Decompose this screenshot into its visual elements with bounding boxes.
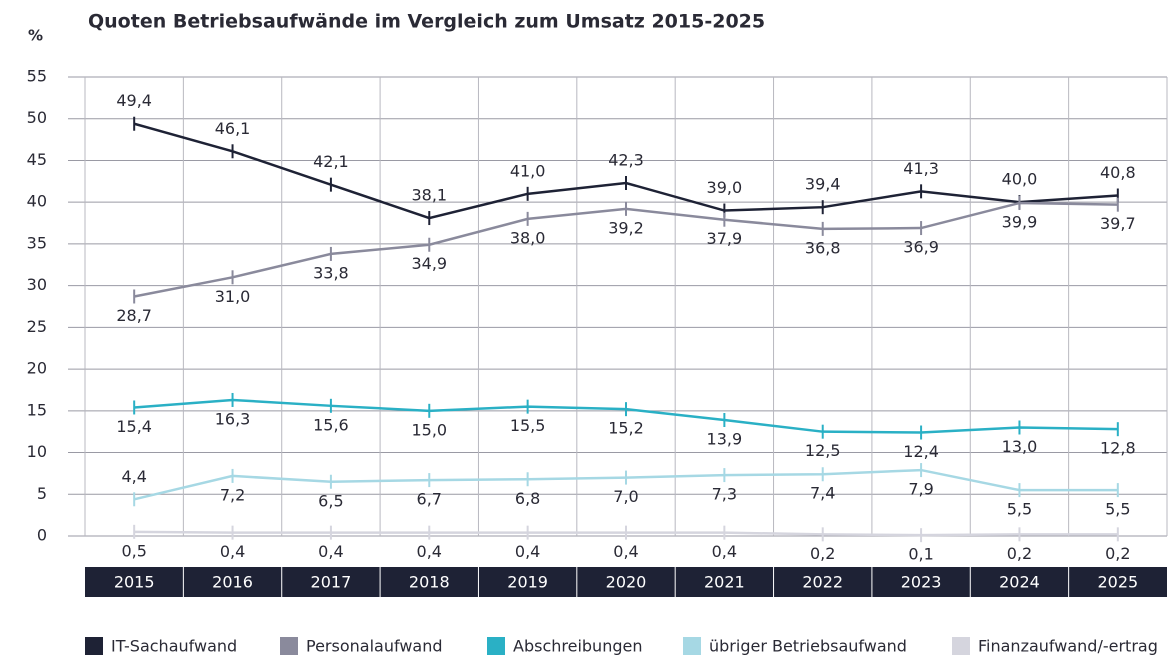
legend-swatch [280,637,298,655]
data-label: 39,4 [805,175,841,194]
data-label: 12,4 [903,442,939,461]
data-label: 0,4 [417,542,442,561]
x-tick-label: 2018 [409,573,450,592]
data-label: 7,4 [810,484,835,503]
legend-swatch [85,637,103,655]
data-label: 31,0 [215,287,251,306]
y-tick-label: 20 [27,359,47,378]
x-tick-label: 2016 [212,573,253,592]
data-label: 7,3 [712,485,737,504]
legend-label: IT-Sachaufwand [111,637,237,655]
x-tick-label: 2017 [311,573,352,592]
data-label: 0,2 [1007,544,1032,563]
data-label: 38,0 [510,228,546,247]
data-label: 6,8 [515,489,540,508]
data-label: 16,3 [215,409,251,428]
data-label: 0,4 [220,542,245,561]
x-tick-label: 2015 [114,573,155,592]
y-tick-label: 30 [27,275,47,294]
x-tick-label: 2024 [999,573,1040,592]
data-label: 41,3 [903,159,939,178]
data-label: 33,8 [313,263,349,282]
legend-swatch [487,637,505,655]
y-tick-label: 35 [27,233,47,252]
data-label: 0,4 [613,542,638,561]
y-tick-label: 5 [37,484,47,503]
x-tick-label: 2023 [901,573,942,592]
x-tick-label: 2020 [606,573,647,592]
legend-swatch [952,637,970,655]
data-label: 7,0 [613,487,638,506]
data-label: 40,8 [1100,163,1136,182]
x-tick-label: 2021 [704,573,745,592]
data-label: 6,7 [417,490,442,509]
y-tick-label: 40 [27,192,47,211]
data-label: 39,7 [1100,214,1136,233]
data-label: 5,5 [1105,500,1130,519]
data-label: 15,2 [608,419,644,438]
data-label: 42,1 [313,152,349,171]
data-label: 38,1 [411,186,447,205]
data-label: 0,1 [908,545,933,564]
year-band [85,567,1167,597]
data-label: 15,0 [411,420,447,439]
data-label: 12,5 [805,441,841,460]
data-label: 41,0 [510,161,546,180]
data-label: 15,5 [510,416,546,435]
data-label: 49,4 [116,91,152,110]
legend-label: Abschreibungen [513,637,642,655]
data-label: 0,4 [318,542,343,561]
data-label: 42,3 [608,150,644,169]
x-tick-label: 2025 [1097,573,1138,592]
data-label: 36,8 [805,238,841,257]
data-label: 4,4 [121,467,146,486]
y-tick-label: 15 [27,400,47,419]
data-label: 39,0 [707,178,743,197]
legend-swatch [683,637,701,655]
y-tick-label: 0 [37,526,47,545]
x-tick-label: 2019 [507,573,548,592]
data-label: 7,2 [220,485,245,504]
legend-label: Personalaufwand [306,637,443,655]
data-label: 5,5 [1007,500,1032,519]
y-tick-label: 50 [27,108,47,127]
x-tick-label: 2022 [802,573,843,592]
data-label: 36,9 [903,238,939,257]
legend-label: Finanzaufwand/-ertrag [978,637,1158,655]
legend-label: übriger Betriebsaufwand [709,637,907,655]
data-label: 6,5 [318,491,343,510]
data-label: 40,0 [1002,170,1038,189]
data-label: 15,4 [116,417,152,436]
data-label: 7,9 [908,480,933,499]
data-label: 0,2 [1105,544,1130,563]
data-label: 13,9 [707,429,743,448]
y-axis-label: % [28,27,43,45]
data-label: 0,2 [810,544,835,563]
y-tick-label: 55 [27,67,47,86]
data-label: 37,9 [707,229,743,248]
data-label: 39,2 [608,218,644,237]
y-tick-label: 25 [27,317,47,336]
data-label: 34,9 [411,254,447,273]
data-label: 46,1 [215,119,251,138]
data-label: 13,0 [1002,437,1038,456]
y-tick-label: 45 [27,150,47,169]
data-label: 39,9 [1002,213,1038,232]
chart-title: Quoten Betriebsaufwände im Vergleich zum… [88,11,765,33]
data-label: 12,8 [1100,439,1136,458]
data-label: 15,6 [313,415,349,434]
data-label: 0,5 [121,541,146,560]
data-label: 28,7 [116,306,152,325]
y-tick-label: 10 [27,442,47,461]
data-label: 0,4 [712,542,737,561]
data-label: 0,4 [515,542,540,561]
